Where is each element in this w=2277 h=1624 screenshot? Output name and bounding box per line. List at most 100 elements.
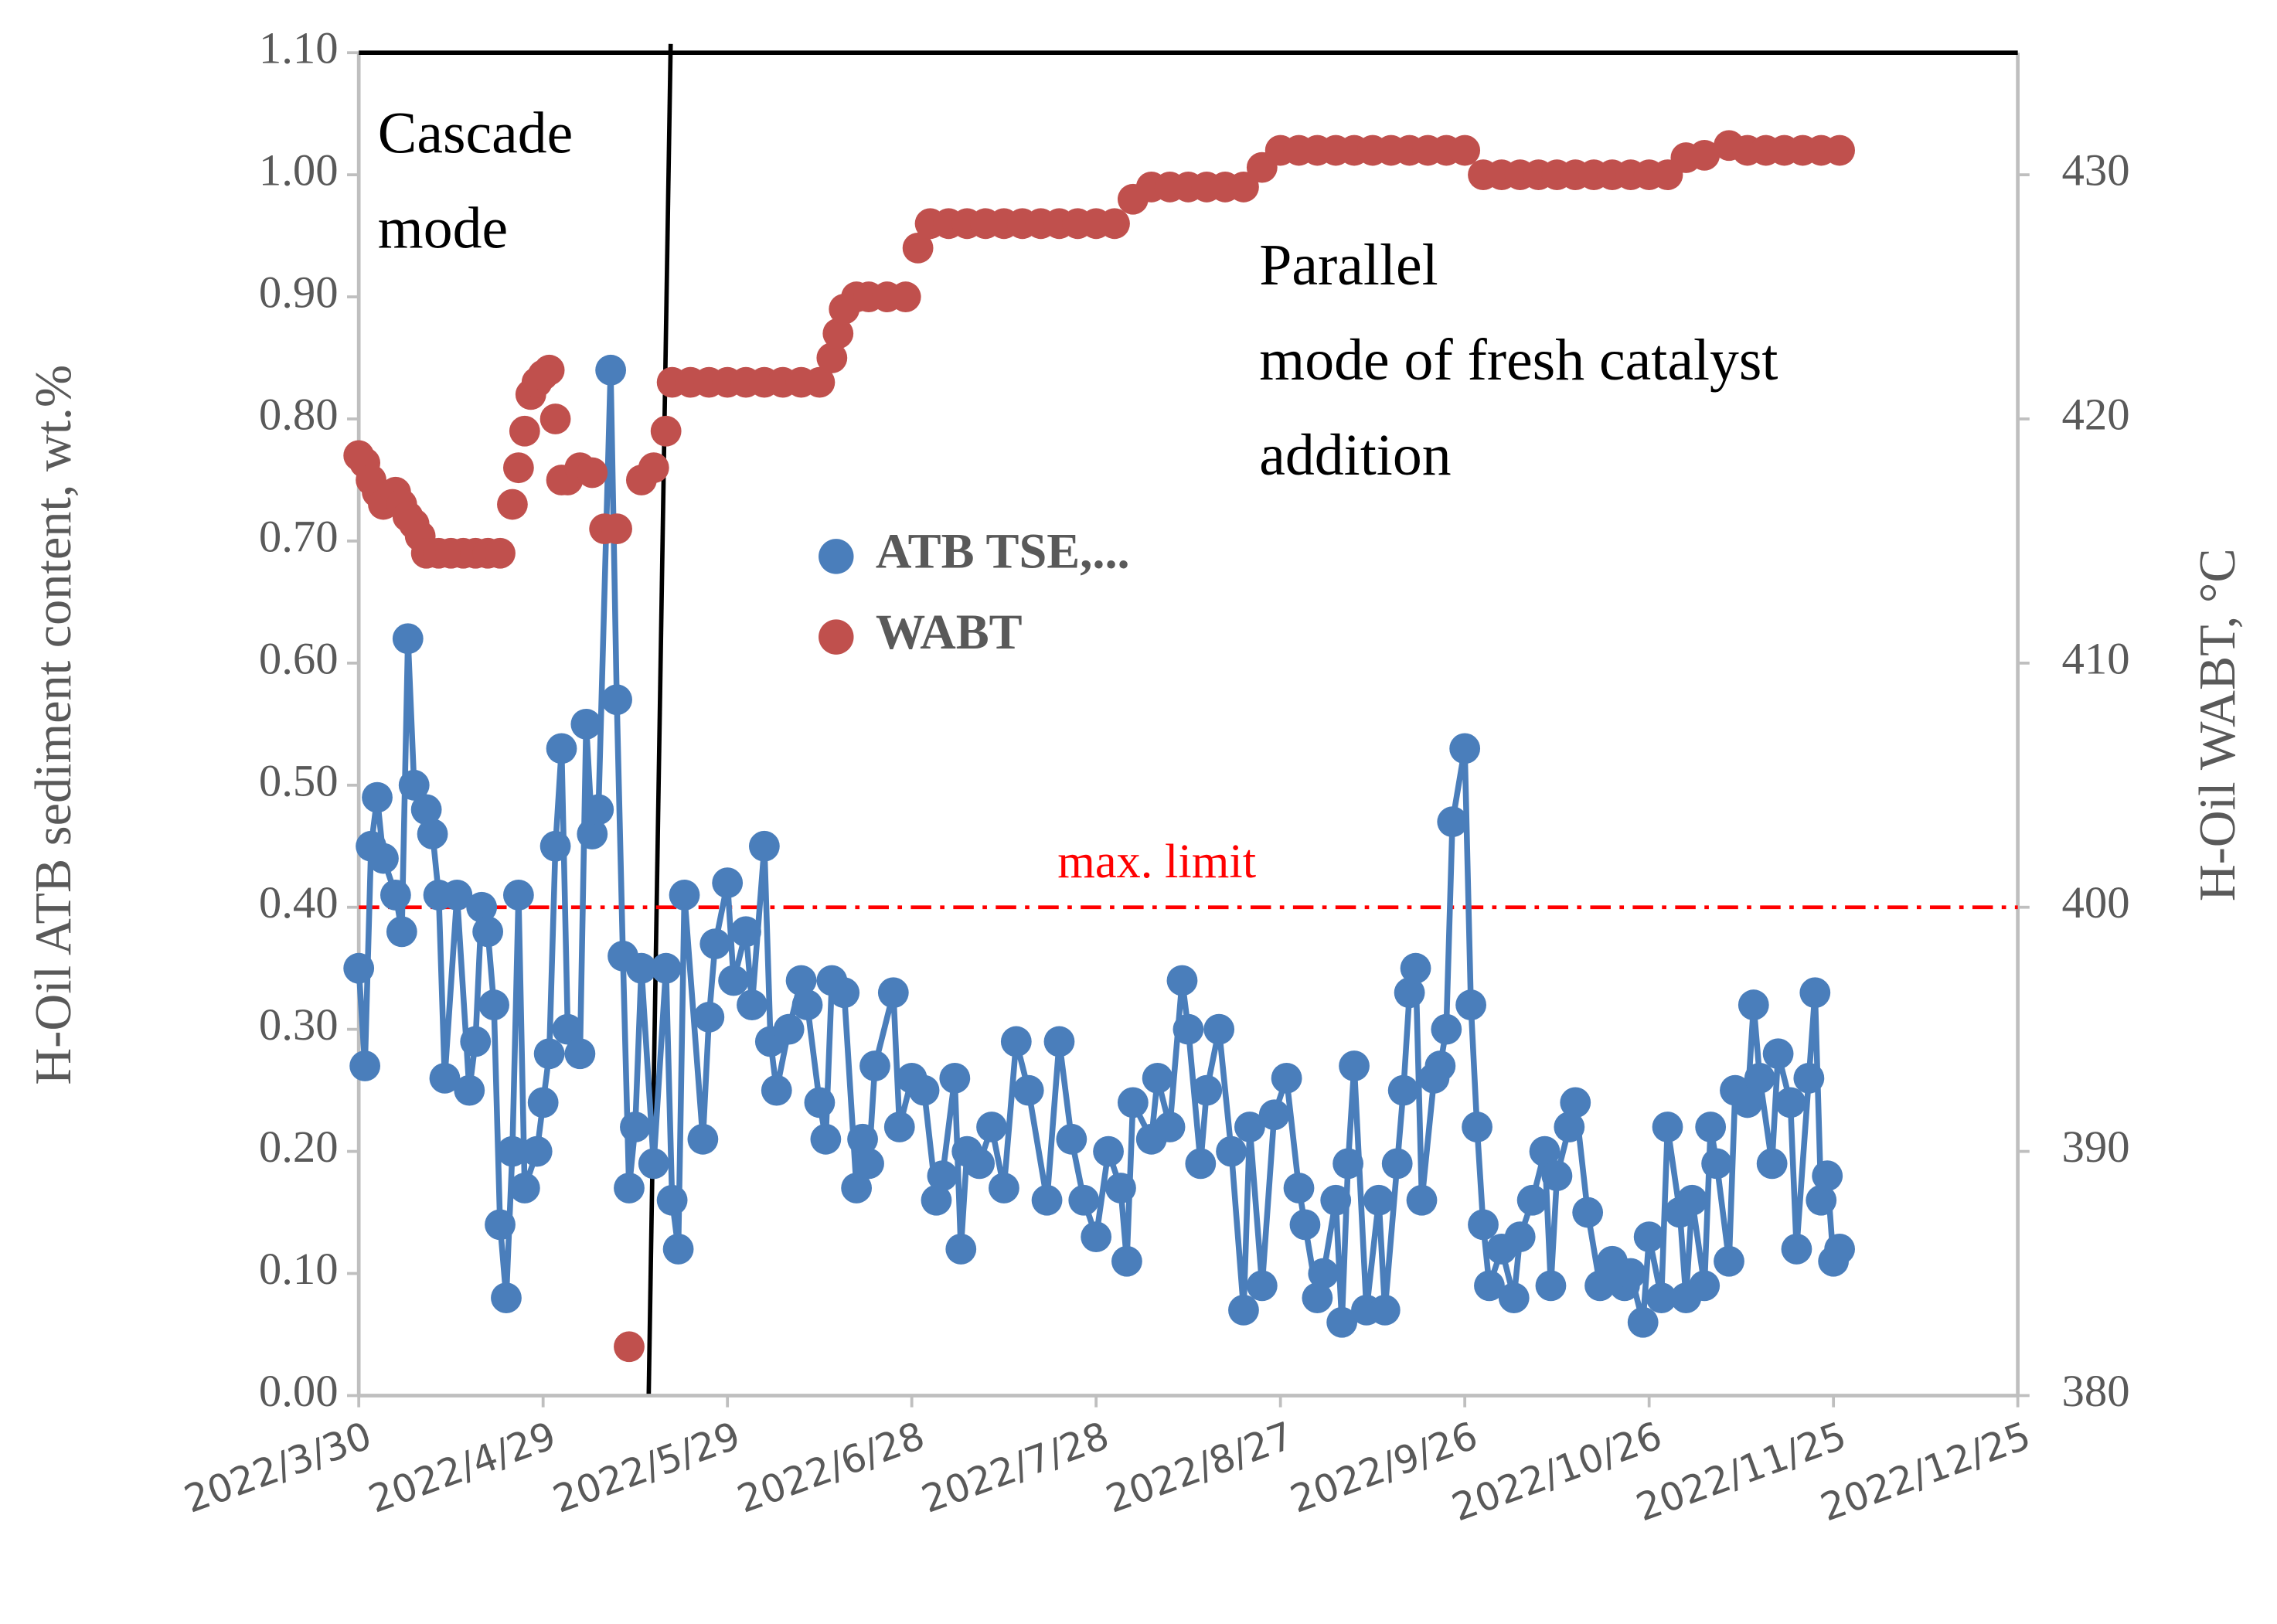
data-point [656,1184,688,1216]
data-point [841,1173,873,1204]
data-point [976,1112,1007,1142]
data-point [699,928,731,960]
data-point [1744,1062,1775,1094]
data-point [1234,1112,1265,1142]
data-point [539,830,571,862]
data-point [1584,1270,1615,1302]
annotation: Parallel [1259,233,1438,298]
data-point [583,794,614,826]
y-tick-label: 0.20 [259,1122,339,1172]
data-point [1154,1112,1186,1142]
data-point [441,880,473,911]
data-point [1633,1221,1665,1253]
data-point [1449,134,1481,166]
y-tick-label: 0.50 [259,755,339,805]
data-point [650,952,682,984]
data-point [822,318,854,349]
data-point [521,1135,553,1167]
annotation: addition [1259,423,1451,488]
data-point [368,843,399,874]
data-point [1246,1270,1278,1302]
data-point [564,1038,596,1070]
data-point [1271,1062,1302,1094]
data-point [748,830,780,862]
data-point [349,1050,381,1081]
data-point [509,1173,540,1204]
data-point [1185,1148,1217,1180]
data-point [509,415,540,447]
data-point [1339,1050,1370,1081]
data-point [730,916,761,948]
data-point [1381,1148,1413,1180]
x-tick-label: 2022/6/28 [731,1413,930,1522]
data-point [859,1050,890,1081]
y-tick-label: 1.10 [259,23,339,73]
data-point [1516,1184,1548,1216]
data-point [1799,977,1831,1009]
data-point [614,1331,645,1363]
data-point [1646,1282,1677,1314]
data-point [472,916,504,948]
data-point [1289,1209,1321,1241]
data-point [343,952,375,984]
data-point [1806,1184,1837,1216]
data-point [1013,1074,1044,1106]
x-tick-label: 2022/5/29 [547,1413,746,1522]
data-point [1093,1135,1124,1167]
data-point [1068,1184,1100,1216]
data-point [1142,1062,1173,1094]
data-point [601,684,632,716]
y2-tick-label: 380 [2061,1366,2129,1416]
data-point [1731,1087,1763,1118]
y-tick-label: 0.60 [259,633,339,683]
max-limit-label: max. limit [1057,834,1256,888]
data-point [1824,1234,1855,1265]
data-point [791,989,823,1020]
data-point [398,769,430,801]
data-point [927,1160,958,1192]
data-point [1615,1258,1646,1289]
data-point [1541,1160,1573,1192]
data-point [502,880,534,911]
data-point [1228,172,1259,203]
data-point [1812,1160,1843,1192]
data-point [1099,208,1130,240]
data-point [804,366,836,398]
data-point [1333,1148,1364,1180]
data-point [527,1087,559,1118]
annotation: mode [378,196,508,261]
data-point [816,342,848,373]
data-point [1111,1245,1142,1277]
data-point [533,1038,565,1070]
data-point [1627,1306,1659,1338]
data-point [601,513,632,545]
data-point [429,1062,461,1094]
y-tick-label: 0.40 [259,877,339,928]
data-point [921,1184,952,1216]
y-tick-label: 0.80 [259,389,339,439]
data-point [1462,1112,1492,1142]
data-point [829,977,860,1009]
data-point [1529,1135,1561,1167]
x-tick-label: 2022/11/25 [1630,1413,1852,1530]
data-point [620,1112,651,1142]
data-point [1308,1258,1339,1289]
data-point [454,1074,485,1106]
y2-axis-title: H-Oil WABT, °C [2190,548,2246,901]
data-point [1431,1013,1462,1045]
data-point [497,1135,528,1167]
legend-marker [819,539,854,574]
data-point [539,403,571,434]
data-point [1203,1013,1235,1045]
x-tick-label: 2022/3/30 [179,1413,377,1522]
data-point [570,708,602,740]
y-tick-label: 0.30 [259,999,339,1050]
data-point [1714,1245,1744,1277]
data-point [625,952,657,984]
y2-tick-label: 400 [2061,877,2129,928]
data-point [1228,1295,1259,1326]
data-point [1738,989,1769,1020]
legend-label: WABT [876,604,1023,659]
data-point [687,1123,719,1155]
